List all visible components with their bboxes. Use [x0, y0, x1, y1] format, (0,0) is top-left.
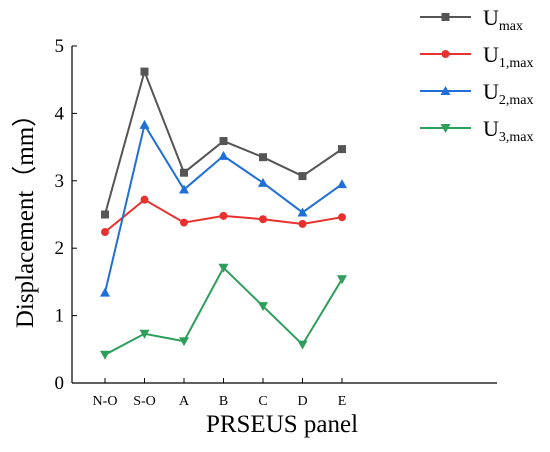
y-tick-label: 5	[55, 36, 65, 57]
legend-label: Umax	[483, 5, 523, 34]
legend-item: U3,max	[420, 116, 534, 145]
y-tick-label: 4	[55, 103, 65, 124]
data-point-marker	[140, 195, 149, 204]
data-point-marker	[100, 287, 110, 297]
data-point-marker	[337, 275, 347, 285]
data-point-marker	[179, 337, 189, 347]
y-tick-label: 2	[55, 238, 65, 259]
data-point-marker	[139, 329, 150, 339]
data-point-marker	[179, 184, 189, 194]
series-1	[101, 67, 346, 219]
legend-item: U2,max	[420, 79, 534, 108]
data-point-marker	[297, 207, 308, 217]
data-point-marker	[298, 172, 307, 181]
x-tick-label: S-O	[133, 394, 156, 409]
data-point-marker	[180, 168, 188, 177]
y-axis-title: Displacement（mm）	[11, 102, 39, 328]
legend: Umax U1,max U2,max U3,max	[420, 5, 534, 145]
data-point-marker	[140, 67, 149, 76]
data-point-marker	[139, 119, 150, 129]
data-point-marker	[101, 228, 109, 237]
data-point-marker	[219, 211, 228, 220]
axes: 0 1 2 3 4 5 N-O S-O A B C D E	[55, 36, 497, 409]
series-2	[101, 195, 346, 237]
legend-label: U3,max	[483, 116, 534, 145]
data-point-marker	[338, 145, 346, 154]
data-point-marker	[259, 153, 267, 162]
data-point-marker	[337, 179, 347, 189]
data-point-marker	[440, 86, 451, 95]
y-tick-label: 3	[55, 171, 65, 192]
y-tick-label: 1	[55, 306, 65, 327]
series-layer	[100, 67, 347, 360]
x-tick-label: E	[338, 394, 347, 409]
data-point-marker	[101, 210, 109, 219]
x-tick-label: C	[258, 394, 267, 409]
y-tick-label: 0	[55, 373, 65, 394]
data-point-marker	[441, 50, 450, 58]
data-point-marker	[440, 124, 451, 133]
data-point-marker	[218, 150, 229, 160]
data-point-marker	[441, 13, 450, 21]
legend-item: U1,max	[420, 42, 534, 71]
legend-label: U1,max	[483, 42, 534, 71]
data-point-marker	[218, 263, 229, 273]
legend-label: U2,max	[483, 79, 534, 108]
x-tick-label: A	[179, 394, 190, 409]
x-tick-label: N-O	[93, 394, 118, 409]
data-point-marker	[258, 302, 268, 312]
legend-item: Umax	[420, 5, 523, 34]
x-tick-label: D	[297, 394, 307, 409]
series-4	[100, 263, 347, 360]
data-point-marker	[298, 219, 307, 228]
x-tick-label: B	[219, 394, 228, 409]
data-point-marker	[259, 215, 267, 224]
x-axis-title: PRSEUS panel	[206, 411, 358, 438]
data-point-marker	[180, 218, 188, 227]
data-point-marker	[297, 340, 308, 350]
series-3	[100, 119, 347, 297]
data-point-marker	[338, 213, 346, 222]
data-point-marker	[100, 350, 110, 360]
data-point-marker	[258, 177, 268, 187]
data-point-marker	[219, 137, 228, 146]
